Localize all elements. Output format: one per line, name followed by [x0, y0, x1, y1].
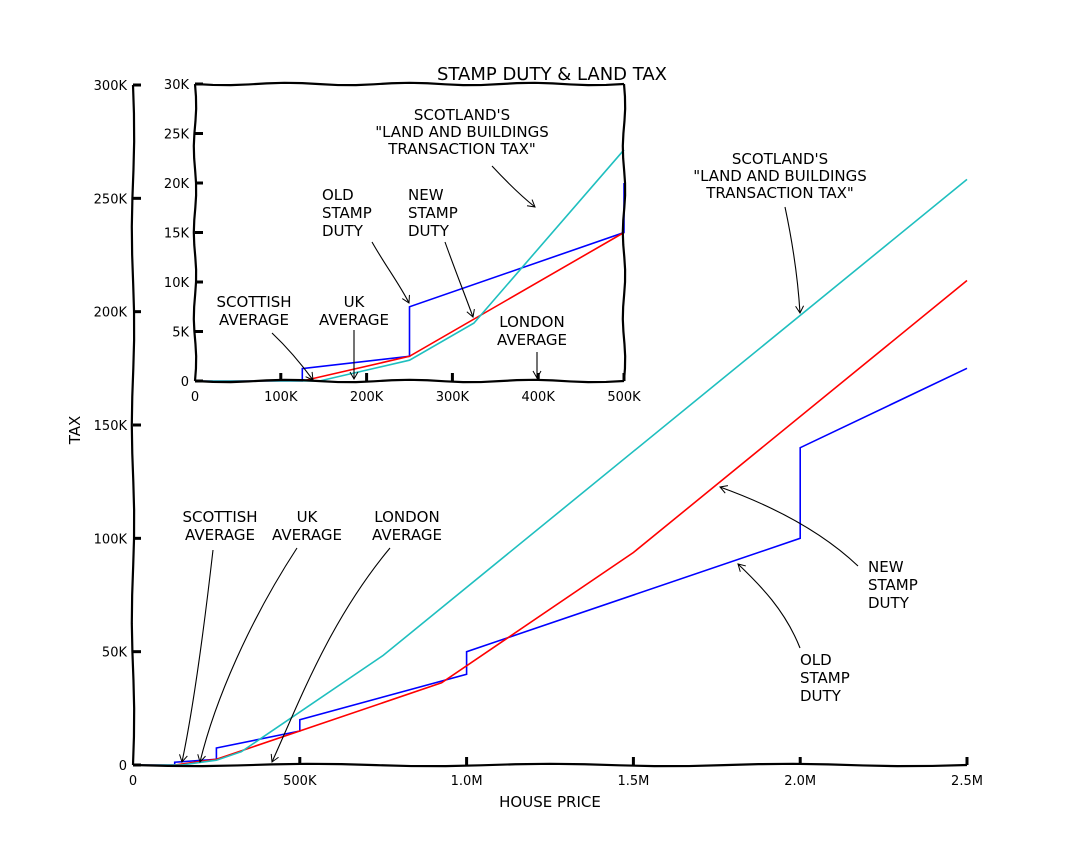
annotation-text: AVERAGE: [185, 526, 255, 544]
annotation-arrow: [719, 485, 859, 567]
annotation-text: SCOTLAND'S: [732, 150, 828, 168]
y-axis-line: [130, 84, 136, 766]
annotation-arrow: [737, 563, 801, 649]
y-tick-label: 100K: [94, 532, 128, 547]
y-tick-label: 0: [119, 759, 127, 774]
annotation-text: DUTY: [408, 222, 450, 240]
x-tick-label: 200K: [350, 390, 384, 405]
x-axis-line: [132, 762, 968, 768]
y-axis-line: [192, 83, 198, 382]
annotation-text: "LAND AND BUILDINGS: [693, 167, 867, 185]
y-tick-label: 25K: [164, 128, 190, 143]
annotation-text: TRANSACTION TAX": [387, 140, 536, 158]
y-tick-label: 30K: [164, 78, 190, 93]
annotation-text: STAMP: [322, 204, 372, 222]
annotation-text: TRANSACTION TAX": [705, 184, 854, 202]
annotation-text: SCOTTISH: [216, 293, 291, 311]
annotation-text: STAMP: [868, 576, 918, 594]
y-tick-label: 5K: [172, 326, 189, 341]
y-tick-label: 300K: [94, 79, 128, 94]
x-tick-label: 400K: [522, 390, 556, 405]
annotation-text: SCOTTISH: [182, 508, 257, 526]
annotation-text: OLD: [322, 186, 354, 204]
annotation-text: OLD: [800, 651, 832, 669]
annotation-arrow: [197, 547, 298, 763]
annotation-arrow: [179, 549, 214, 763]
x-tick-label: 300K: [436, 390, 470, 405]
annotation-text: LONDON: [499, 313, 564, 331]
annotation-text: DUTY: [868, 594, 910, 612]
annotation-text: STAMP: [800, 669, 850, 687]
x-tick-label: 1.5M: [617, 774, 649, 789]
y-tick-label: 150K: [94, 419, 128, 434]
annotation-text: LONDON: [374, 508, 439, 526]
y-tick-label: 15K: [164, 227, 190, 242]
x-tick-label: 2.5M: [951, 774, 983, 789]
annotation-text: AVERAGE: [372, 526, 442, 544]
y-tick-label: 0: [181, 375, 189, 390]
annotation-text: AVERAGE: [272, 526, 342, 544]
y-tick-label: 20K: [164, 177, 190, 192]
annotation-arrow: [491, 165, 536, 208]
y-tick-label: 200K: [94, 306, 128, 321]
annotation-text: STAMP: [408, 204, 458, 222]
x-axis-label: HOUSE PRICE: [499, 793, 601, 811]
annotation-arrow: [444, 241, 475, 318]
annotation-text: AVERAGE: [319, 311, 389, 329]
x-tick-label: 500K: [607, 390, 641, 405]
x-tick-label: 0: [129, 774, 137, 789]
annotation-text: DUTY: [800, 687, 842, 705]
x-tick-label: 500K: [283, 774, 317, 789]
y-tick-label: 250K: [94, 192, 128, 207]
x-tick-label: 0: [191, 390, 199, 405]
inset-top-border: [194, 81, 625, 87]
annotation-text: UK: [297, 508, 319, 526]
series-line-old: [133, 367, 968, 766]
x-tick-label: 1.0M: [451, 774, 483, 789]
x-tick-label: 2.0M: [784, 774, 816, 789]
y-tick-label: 50K: [102, 646, 128, 661]
annotation-text: NEW: [408, 186, 444, 204]
annotation-arrow: [271, 332, 314, 381]
main-plot: 0 500K 1.0M 1.5M 2.0M 2.5M 0 50K 100K 150K 200K 250…: [94, 79, 983, 789]
y-axis-label: TAX: [66, 416, 84, 446]
annotation-text: "LAND AND BUILDINGS: [375, 123, 549, 141]
annotation-text: NEW: [868, 558, 904, 576]
annotation-arrow: [784, 206, 805, 315]
annotation-text: AVERAGE: [219, 311, 289, 329]
annotation-text: SCOTLAND'S: [414, 106, 510, 124]
annotation-text: DUTY: [322, 222, 364, 240]
annotation-text: AVERAGE: [497, 331, 567, 349]
inset-plot: 0 100K 200K 300K 400K 500K 0 5K 10K 15K 20K 25K 30K S…: [164, 78, 641, 405]
chart-title: STAMP DUTY & LAND TAX: [437, 64, 667, 85]
x-axis-line: [194, 378, 625, 384]
x-tick-label: 100K: [264, 390, 298, 405]
inset-right-border: [621, 83, 627, 382]
annotation-text: UK: [344, 293, 366, 311]
y-tick-label: 10K: [164, 276, 190, 291]
annotation-arrow: [270, 547, 391, 763]
annotation-arrow: [371, 241, 410, 304]
